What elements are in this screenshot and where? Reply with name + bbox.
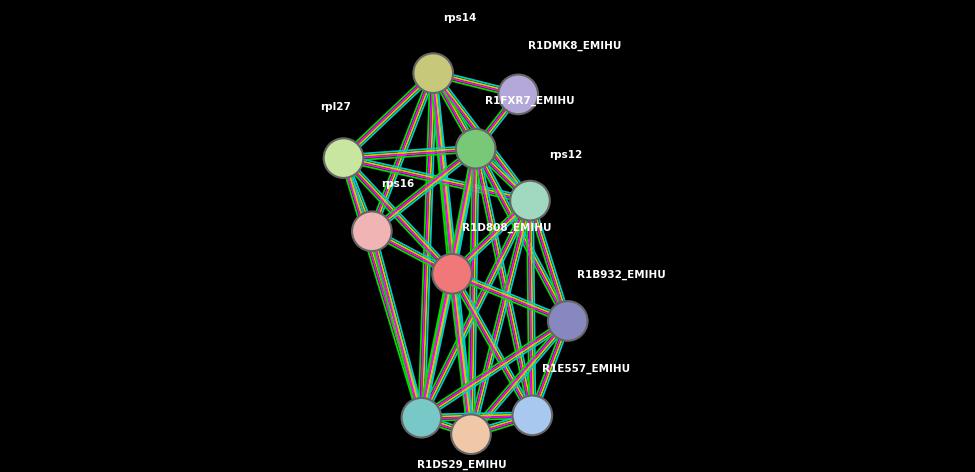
Circle shape xyxy=(402,398,442,438)
Text: rps12: rps12 xyxy=(549,150,582,160)
Circle shape xyxy=(510,181,550,220)
Circle shape xyxy=(456,129,495,169)
Text: R1DS29_EMIHU: R1DS29_EMIHU xyxy=(416,459,506,470)
Circle shape xyxy=(451,414,490,454)
Circle shape xyxy=(324,138,364,178)
Text: R1B932_EMIHU: R1B932_EMIHU xyxy=(577,270,666,280)
Text: rps16: rps16 xyxy=(381,179,414,189)
Circle shape xyxy=(548,301,588,341)
Circle shape xyxy=(352,211,392,251)
Circle shape xyxy=(513,396,552,435)
Text: rps14: rps14 xyxy=(443,13,476,23)
Circle shape xyxy=(498,75,538,114)
Text: R1E557_EMIHU: R1E557_EMIHU xyxy=(542,364,630,374)
Circle shape xyxy=(432,254,472,294)
Text: R1FXR7_EMIHU: R1FXR7_EMIHU xyxy=(486,96,575,106)
Circle shape xyxy=(413,53,453,93)
Text: R1D808_EMIHU: R1D808_EMIHU xyxy=(461,222,551,233)
Text: rpl27: rpl27 xyxy=(320,102,351,112)
Text: R1DMK8_EMIHU: R1DMK8_EMIHU xyxy=(527,41,621,51)
